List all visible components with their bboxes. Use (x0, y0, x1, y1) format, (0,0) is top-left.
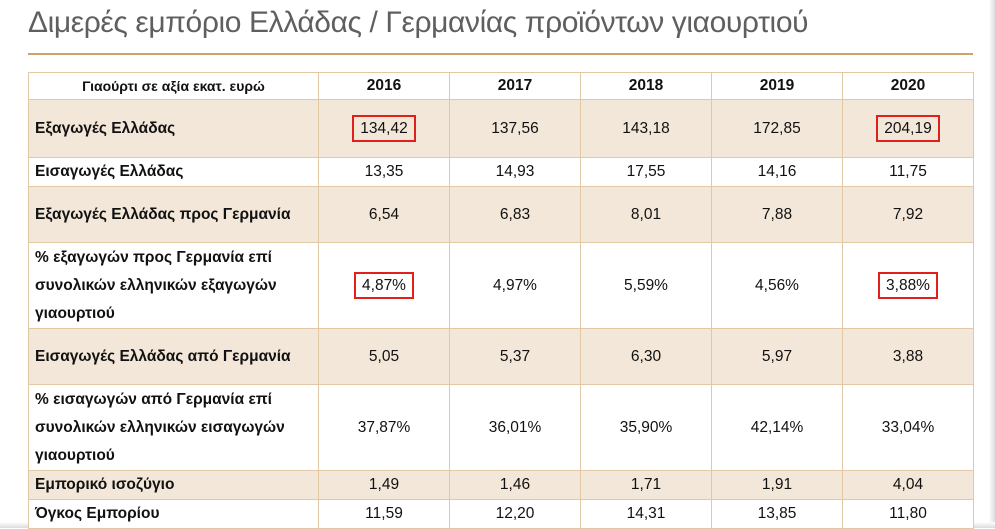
table-cell: 17,55 (580, 157, 712, 187)
table-cell: 1,91 (711, 470, 843, 500)
table-row-exports-to-germany: Εξαγωγές Ελλάδας προς Γερμανία 6,54 6,83… (28, 186, 974, 243)
table-row-import-share-germany: % εισαγωγών από Γερμανία επί συνολικών ε… (28, 384, 974, 471)
table-cell: 13,85 (711, 499, 843, 529)
table-cell: 37,87% (318, 384, 450, 471)
row-label: % εξαγωγών προς Γερμανία επί συνολικών ε… (28, 242, 319, 329)
year-header: 2018 (580, 72, 712, 100)
table-row-imports-from-germany: Εισαγωγές Ελλάδας από Γερμανία 5,05 5,37… (28, 328, 974, 385)
year-header: 2016 (318, 72, 450, 100)
slide-edge-right (989, 0, 995, 528)
table-cell: 35,90% (580, 384, 712, 471)
highlighted-value: 204,19 (876, 115, 940, 142)
table-row-greek-imports: Εισαγωγές Ελλάδας 13,35 14,93 17,55 14,1… (28, 157, 974, 187)
table-cell: 8,01 (580, 186, 712, 243)
highlighted-value: 4,87% (354, 272, 414, 299)
table-cell: 13,35 (318, 157, 450, 187)
table-cell: 7,88 (711, 186, 843, 243)
year-header: 2017 (449, 72, 581, 100)
table-row-greek-exports: Εξαγωγές Ελλάδας 134,42 137,56 143,18 17… (28, 99, 974, 158)
table-row-trade-balance: Εμπορικό ισοζύγιο 1,49 1,46 1,71 1,91 4,… (28, 470, 974, 500)
row-label: Εισαγωγές Ελλάδας (28, 157, 319, 187)
table-cell: 137,56 (449, 99, 581, 158)
table-cell: 1,71 (580, 470, 712, 500)
row-label: Εξαγωγές Ελλάδας προς Γερμανία (28, 186, 319, 243)
table-cell: 4,04 (842, 470, 974, 500)
page-title: Διμερές εμπόριο Ελλάδας / Γερμανίας προϊ… (28, 6, 809, 39)
year-header: 2020 (842, 72, 974, 100)
highlighted-value: 3,88% (878, 272, 938, 299)
table-cell: 172,85 (711, 99, 843, 158)
table-cell: 11,59 (318, 499, 450, 529)
table-cell: 5,59% (580, 242, 712, 329)
table-cell: 1,49 (318, 470, 450, 500)
table-cell: 42,14% (711, 384, 843, 471)
table-cell: 5,05 (318, 328, 450, 385)
title-underline (28, 53, 973, 55)
table-cell: 3,88 (842, 328, 974, 385)
table-cell: 6,83 (449, 186, 581, 243)
row-label: Εισαγωγές Ελλάδας από Γερμανία (28, 328, 319, 385)
table-cell: 14,31 (580, 499, 712, 529)
table-cell: 5,97 (711, 328, 843, 385)
table-cell: 14,93 (449, 157, 581, 187)
table-header-row: Γιαούρτι σε αξία εκατ. ευρώ 2016 2017 20… (28, 72, 974, 100)
table-cell: 6,54 (318, 186, 450, 243)
table-cell: 4,97% (449, 242, 581, 329)
row-label: Εμπορικό ισοζύγιο (28, 470, 319, 500)
table-cell: 6,30 (580, 328, 712, 385)
table-cell: 4,56% (711, 242, 843, 329)
row-label: Εξαγωγές Ελλάδας (28, 99, 319, 158)
table-cell: 1,46 (449, 470, 581, 500)
row-label: Όγκος Εμπορίου (28, 499, 319, 529)
table-cell: 14,16 (711, 157, 843, 187)
table-row-trade-volume: Όγκος Εμπορίου 11,59 12,20 14,31 13,85 1… (28, 499, 974, 529)
table-cell: 33,04% (842, 384, 974, 471)
table-cell: 5,37 (449, 328, 581, 385)
table-cell: 11,75 (842, 157, 974, 187)
table-cell: 12,20 (449, 499, 581, 529)
table-cell: 11,80 (842, 499, 974, 529)
table-cell: 36,01% (449, 384, 581, 471)
year-header: 2019 (711, 72, 843, 100)
highlighted-value: 134,42 (352, 115, 416, 142)
header-label: Γιαούρτι σε αξία εκατ. ευρώ (28, 72, 319, 100)
trade-table: Γιαούρτι σε αξία εκατ. ευρώ 2016 2017 20… (28, 72, 974, 529)
row-label: % εισαγωγών από Γερμανία επί συνολικών ε… (28, 384, 319, 471)
table-cell: 143,18 (580, 99, 712, 158)
table-row-export-share-germany: % εξαγωγών προς Γερμανία επί συνολικών ε… (28, 242, 974, 329)
table-cell: 7,92 (842, 186, 974, 243)
